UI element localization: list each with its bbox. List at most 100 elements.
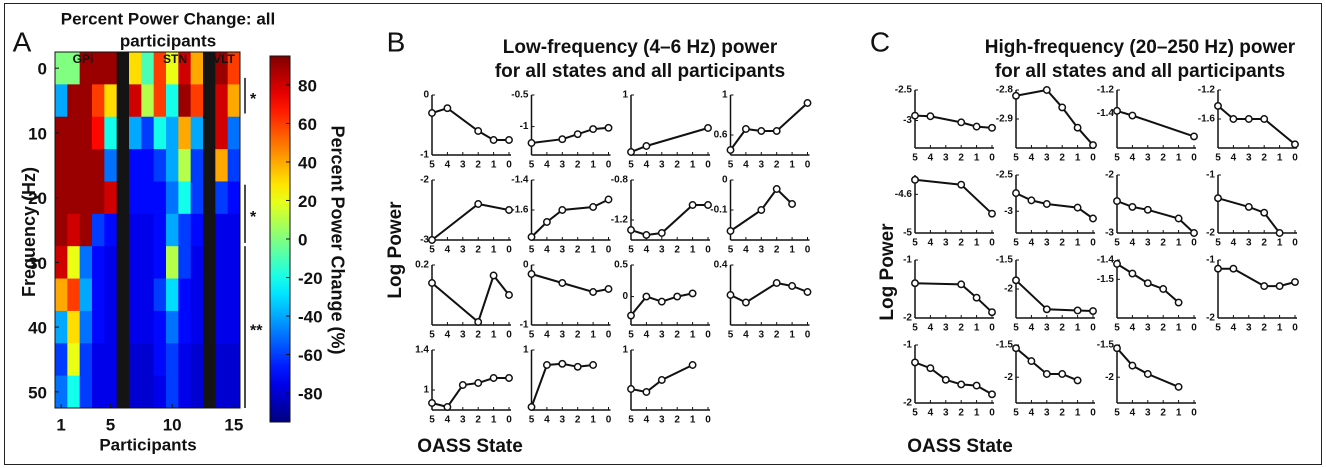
x-tick-label: 4 bbox=[1130, 238, 1136, 249]
heatmap-cell bbox=[129, 343, 142, 377]
no-data-cell bbox=[203, 310, 216, 344]
x-tick-label: 3 bbox=[759, 245, 765, 256]
data-point bbox=[474, 379, 483, 387]
data-point bbox=[627, 226, 635, 234]
x-tick-label: 4 bbox=[445, 415, 451, 426]
x-tick-label: 3 bbox=[1145, 323, 1151, 334]
x-tick-label: 0 bbox=[705, 160, 711, 171]
heatmap-cell bbox=[55, 246, 68, 279]
data-point bbox=[1244, 115, 1253, 123]
data-point bbox=[642, 142, 651, 150]
x-tick-label: 2 bbox=[1059, 238, 1065, 249]
heatmap-cell bbox=[92, 181, 105, 215]
heatmap-cell bbox=[129, 181, 142, 215]
y-tick-label: 0 bbox=[722, 175, 728, 186]
y-tick-label: -3 bbox=[903, 115, 912, 126]
colorbar-tick-label: 20 bbox=[298, 192, 317, 211]
y-tick-label: -2.9 bbox=[996, 114, 1014, 125]
x-tick-label: 0 bbox=[606, 330, 612, 341]
significance-label: * bbox=[250, 209, 257, 226]
x-tick-label: 10 bbox=[163, 415, 182, 434]
heatmap-cell bbox=[67, 278, 81, 312]
heatmap-cell bbox=[166, 149, 179, 182]
x-tick-label: 0 bbox=[1292, 323, 1298, 334]
data-point bbox=[505, 291, 513, 299]
y-tick-label: 10 bbox=[28, 124, 47, 143]
x-tick-label: 4 bbox=[1231, 153, 1237, 164]
x-tick-label: 0 bbox=[1191, 408, 1197, 419]
x-tick-label: 3 bbox=[1145, 408, 1151, 419]
data-point bbox=[589, 361, 598, 369]
x-tick-label: 5 bbox=[1114, 323, 1120, 334]
heatmap-cell bbox=[178, 278, 192, 312]
x-tick-label: 1 bbox=[590, 160, 596, 171]
heatmap-cell bbox=[92, 149, 105, 182]
heatmap-cell bbox=[92, 213, 105, 247]
x-tick-label: 1 bbox=[974, 408, 980, 419]
panel-label: B bbox=[387, 26, 406, 57]
series-line bbox=[1015, 88, 1094, 146]
x-tick-label: 2 bbox=[674, 245, 680, 256]
data-point bbox=[688, 289, 697, 298]
x-tick-label: 5 bbox=[429, 160, 435, 171]
no-data-cell bbox=[203, 116, 216, 150]
x-tick-label: 3 bbox=[560, 415, 566, 426]
heatmap-cell bbox=[104, 84, 118, 118]
significance-label: * bbox=[250, 91, 257, 108]
heatmap-cell bbox=[55, 375, 68, 409]
x-tick-label: 4 bbox=[1029, 408, 1035, 419]
colorbar-tick-label: 60 bbox=[298, 115, 317, 134]
data-point bbox=[604, 195, 613, 204]
no-data-cell bbox=[203, 343, 216, 377]
heatmap-cell bbox=[153, 149, 167, 182]
x-tick-label: 0 bbox=[606, 415, 612, 426]
x-tick-label: 1 bbox=[1176, 238, 1182, 249]
x-tick-label: 4 bbox=[1029, 153, 1035, 164]
x-tick-label: 5 bbox=[1013, 153, 1019, 164]
heatmap-cell bbox=[141, 310, 155, 344]
data-point bbox=[527, 270, 536, 278]
x-tick-label: 4 bbox=[544, 245, 550, 256]
data-point bbox=[1190, 132, 1198, 141]
data-point bbox=[589, 288, 598, 296]
data-point bbox=[1244, 202, 1253, 211]
x-tick-label: 3 bbox=[460, 330, 466, 341]
heatmap-cell bbox=[227, 246, 241, 279]
x-tick-label: 0 bbox=[805, 245, 811, 256]
data-point bbox=[726, 291, 735, 299]
x-tick-label: 5 bbox=[529, 160, 535, 171]
heatmap-cell bbox=[153, 84, 167, 118]
series-line bbox=[914, 282, 993, 313]
y-tick-label: -2 bbox=[1105, 170, 1114, 181]
y-tick-label: 1 bbox=[523, 345, 529, 356]
x-tick-label: 2 bbox=[1059, 323, 1065, 334]
data-point bbox=[957, 380, 966, 389]
heatmap-cell bbox=[227, 149, 241, 182]
heatmap-cell bbox=[227, 375, 241, 409]
x-tick-label: 1 bbox=[1176, 408, 1182, 419]
heatmap-cell bbox=[166, 181, 179, 215]
colorbar-tick-label: -80 bbox=[298, 385, 323, 404]
x-tick-label: 0 bbox=[1292, 238, 1298, 249]
x-tick-label: 4 bbox=[445, 245, 451, 256]
x-tick-label: 2 bbox=[1160, 408, 1166, 419]
heatmap-cell bbox=[178, 149, 192, 182]
heatmap-cell bbox=[190, 310, 204, 344]
x-tick-label: 1 bbox=[690, 415, 696, 426]
x-tick-label: 0 bbox=[1090, 238, 1096, 249]
x-tick-label: 2 bbox=[475, 330, 481, 341]
data-point bbox=[1291, 140, 1299, 149]
series-line bbox=[1015, 279, 1094, 312]
x-tick-label: 1 bbox=[1277, 323, 1283, 334]
x-tick-label: 1 bbox=[1277, 153, 1283, 164]
heatmap-cell bbox=[67, 116, 81, 150]
y-tick-label: -1.2 bbox=[1097, 85, 1115, 96]
x-tick-label: 5 bbox=[728, 245, 734, 256]
heatmap-cell bbox=[153, 116, 167, 150]
heatmap-cell bbox=[129, 246, 142, 279]
x-tick-label: 1 bbox=[789, 330, 795, 341]
x-tick-label: 3 bbox=[659, 415, 665, 426]
heatmap-cell bbox=[55, 181, 68, 215]
panel-title: participants bbox=[120, 31, 216, 50]
series-line bbox=[1218, 267, 1296, 288]
